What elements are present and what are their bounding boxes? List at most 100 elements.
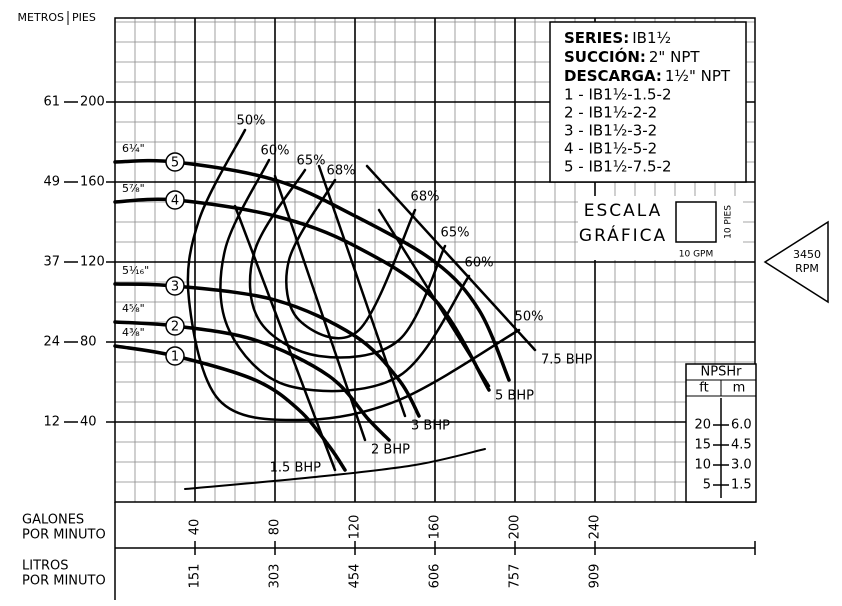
bhp-line [273,174,367,442]
model-line: 3 - IB1½-3-2 [564,122,657,140]
bhp-label: 1.5 BHP [270,461,322,476]
bhp-label: 7.5 BHP [541,353,593,368]
y2-axis-title: METROS [18,11,64,24]
scale-title: ESCALA [584,201,663,221]
y2-tick-label: 12 [43,415,60,430]
scale-height-label: 10 PIES [724,205,734,239]
impeller-number: 5 [171,156,179,171]
npsh-ft-tick-label: 20 [694,418,711,433]
model-line: 1 - IB1½-1.5-2 [564,86,672,104]
impeller-marker [165,276,185,296]
efficiency-curve [285,178,417,340]
impeller-diameter: 4³⁄₈" [122,326,145,339]
info-label: DESCARGA: [564,67,662,85]
efficiency-curve [186,128,521,422]
efficiency-curve [248,168,447,359]
x-tick-label: 80 [268,519,283,536]
rpm-unit: RPM [795,262,819,275]
impeller-number: 3 [171,280,179,295]
info-line: DESCARGA: 1½" NPT [564,67,731,85]
x-tick-label: 240 [588,515,603,540]
bhp-line [233,204,337,472]
y-tick-label: 40 [80,415,97,430]
x2-tick-label: 606 [428,564,443,589]
y2-tick-label: 49 [43,175,60,190]
impeller-curve [113,282,421,418]
y2-tick-label: 61 [43,95,60,110]
y-tick-label: 120 [80,255,105,270]
npsh-m-tick-label: 6.0 [731,418,752,433]
info-line: SUCCIÓN: 2" NPT [564,47,700,66]
x2-tick-label: 303 [268,564,283,589]
rpm-value: 3450 [793,248,821,261]
x2-axis-title: LITROS [22,559,69,574]
impeller-diameter: 5⁷⁄₈" [122,182,145,195]
x2-axis-title: POR MINUTO [22,574,106,589]
impeller-diameter: 5¹⁄₁₆" [122,264,149,277]
bhp-label: 3 BHP [411,419,450,434]
efficiency-label: 60% [465,256,494,271]
x2-tick-label: 454 [348,564,363,589]
y-tick-label: 160 [80,175,105,190]
info-label: SERIES: [564,29,629,47]
y2-tick-label: 24 [43,335,60,350]
model-line: 4 - IB1½-5-2 [564,140,657,158]
bhp-label: 5 BHP [495,389,534,404]
x-tick-label: 160 [428,515,443,540]
impeller-number: 4 [171,194,179,209]
efficiency-label: 68% [411,190,440,205]
x-tick-label: 120 [348,515,363,540]
npsh-m-tick-label: 3.0 [731,458,752,473]
efficiency-label: 65% [441,226,470,241]
x-tick-label: 200 [508,515,523,540]
efficiency-label: 50% [515,310,544,325]
rpm-arrow [763,220,829,304]
impeller-marker [165,190,185,210]
model-line: 5 - IB1½-7.5-2 [564,158,672,176]
x-tick-label: 40 [188,519,203,536]
y-tick-label: 200 [80,95,105,110]
impeller-diameter: 4⁵⁄₈" [122,302,145,315]
x2-tick-label: 757 [508,564,523,589]
npsh-m-tick-label: 4.5 [731,438,752,453]
npsh-ft-tick-label: 5 [703,478,711,493]
scale-width-label: 10 GPM [679,250,713,260]
efficiency-label: 60% [261,144,290,159]
impeller-marker [165,316,185,336]
efficiency-curve [219,158,471,393]
bhp-line [365,164,537,352]
npsh-m-label: m [733,381,746,396]
x2-tick-label: 151 [188,564,203,589]
npsh-m-tick-label: 1.5 [731,478,752,493]
info-label: SUCCIÓN: [564,47,646,66]
x-axis-title: POR MINUTO [22,528,106,543]
efficiency-label: 65% [297,154,326,169]
info-value: 2" NPT [649,48,700,66]
info-value: 1½" NPT [665,67,731,85]
scale-box [675,201,717,243]
impeller-marker [165,152,185,172]
bhp-label: 2 BHP [371,443,410,458]
y2-tick-label: 37 [43,255,60,270]
impeller-diameter: 6¹⁄₄" [122,142,145,155]
model-line: 2 - IB1½-2-2 [564,104,657,122]
plot-border [114,17,756,503]
y-tick-label: 80 [80,335,97,350]
npsh-title: NPSHr [701,365,743,380]
info-line: SERIES: IB1½ [564,29,671,47]
npsh-ft-label: ft [699,381,708,396]
impeller-number: 1 [171,350,179,365]
y-axis-title: PIES [72,11,96,24]
bhp-line [317,164,407,418]
info-value: IB1½ [632,29,671,47]
impeller-number: 2 [171,320,179,335]
npsh-ft-tick-label: 15 [694,438,711,453]
npsh-curve [184,448,486,490]
efficiency-label: 68% [327,164,356,179]
efficiency-label: 50% [237,114,266,129]
x-axis-title: GALONES [22,513,84,528]
x2-tick-label: 909 [588,564,603,589]
info-box [549,21,747,183]
npsh-ft-tick-label: 10 [694,458,711,473]
scale-title: GRÁFICA [579,224,667,246]
